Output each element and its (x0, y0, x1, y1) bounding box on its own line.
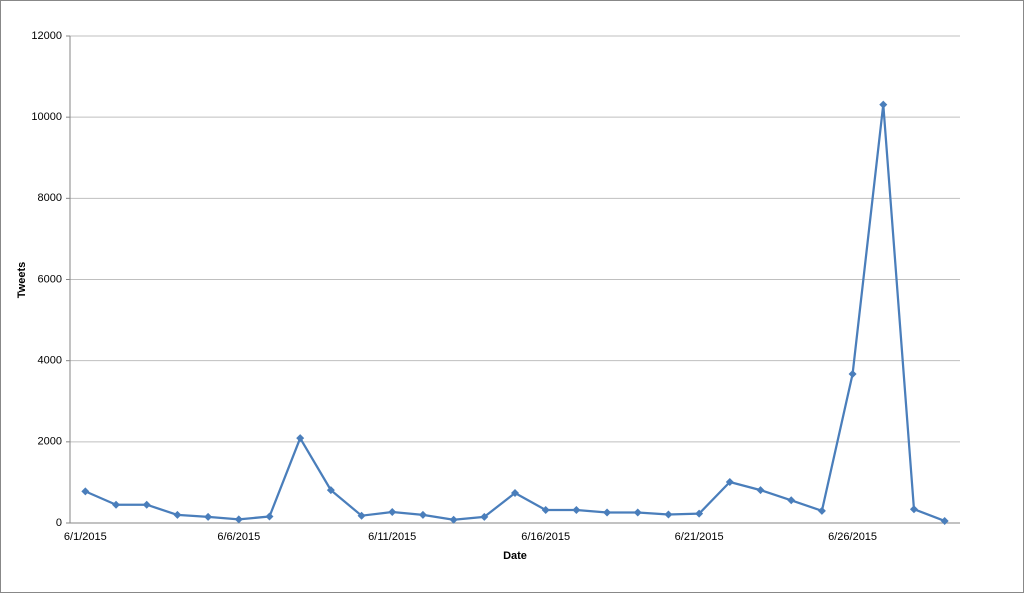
data-point (142, 500, 151, 509)
data-point (603, 508, 612, 517)
x-tick-label: 6/16/2015 (521, 531, 570, 543)
data-point (756, 486, 765, 495)
data-point (511, 488, 519, 497)
data-point (940, 516, 949, 525)
y-tick-label: 0 (56, 517, 62, 529)
x-tick-label: 6/1/2015 (64, 531, 107, 543)
data-point (633, 508, 642, 517)
x-tick-label: 6/21/2015 (675, 531, 724, 543)
data-point (326, 486, 335, 495)
y-tick-label: 2000 (38, 436, 62, 448)
data-point (388, 508, 397, 517)
data-point (204, 512, 213, 521)
y-tick-label: 6000 (38, 273, 62, 285)
data-point (817, 506, 826, 515)
data-point (541, 506, 550, 515)
x-tick-label: 6/11/2015 (368, 531, 416, 543)
y-tick-label: 10000 (31, 111, 62, 123)
y-tick-label: 8000 (38, 192, 62, 204)
x-tick-label: 6/6/2015 (217, 531, 260, 543)
x-axis-title: Date (503, 550, 527, 562)
data-point (725, 478, 734, 487)
data-point (449, 515, 458, 524)
data-point (480, 512, 489, 521)
data-point (695, 509, 704, 518)
data-point (173, 510, 182, 519)
x-tick-label: 6/26/2015 (828, 531, 877, 543)
data-point (81, 487, 90, 496)
data-point (787, 496, 796, 505)
data-point (112, 500, 121, 509)
data-point (418, 510, 427, 519)
data-point (848, 370, 857, 379)
data-point (572, 506, 581, 515)
data-point (234, 515, 243, 524)
data-point (296, 434, 305, 443)
y-axis-title: Tweets (16, 262, 28, 298)
y-tick-label: 12000 (31, 30, 62, 42)
data-point (909, 505, 918, 514)
data-point (357, 511, 366, 520)
y-tick-label: 4000 (38, 355, 62, 367)
data-point (879, 100, 888, 109)
data-point (265, 512, 274, 521)
data-point (664, 510, 673, 519)
